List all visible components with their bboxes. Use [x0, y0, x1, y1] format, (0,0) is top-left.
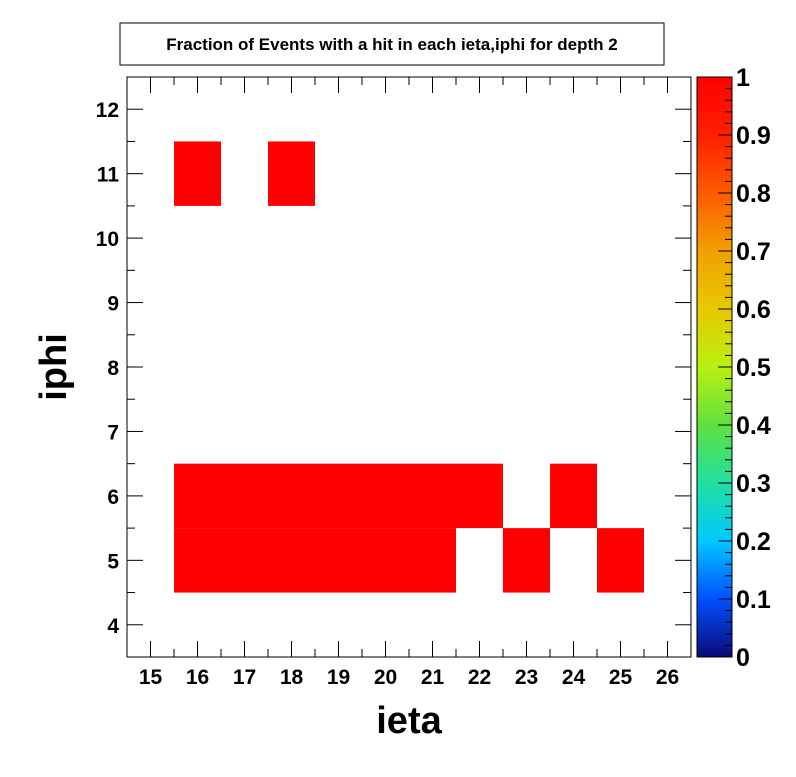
heatmap-cell: [174, 528, 221, 593]
colorbar-tick-label: 0.7: [736, 238, 771, 266]
x-tick-label: 22: [468, 666, 491, 689]
heatmap-cell: [362, 528, 409, 593]
heatmap-cell: [409, 463, 456, 529]
x-tick-label: 24: [562, 666, 586, 689]
y-tick-label: 9: [107, 293, 119, 316]
heatmap-cell: [503, 528, 550, 593]
heatmap-cell: [315, 463, 362, 529]
colorbar-tick-label: 0.6: [736, 296, 771, 324]
axis-ticks: 15 16 17 18 19 20 21 22 23 24 25 26 4 5 6 7 8 9 10 11 12: [96, 76, 692, 689]
heatmap-cell: [409, 528, 456, 593]
x-tick-label: 16: [186, 666, 209, 689]
y-tick-label: 5: [107, 550, 119, 573]
y-tick-label: 12: [96, 99, 119, 122]
colorbar-tick-label: 0.3: [736, 470, 771, 498]
x-tick-label: 20: [374, 666, 397, 689]
colorbar-tick-label: 0.5: [736, 354, 771, 382]
colorbar-tick-label: 0.2: [736, 528, 771, 556]
heatmap-cell: [268, 528, 315, 593]
heatmap-cell: [315, 528, 362, 593]
x-tick-label: 26: [656, 666, 679, 689]
heatmap-cell: [221, 463, 268, 529]
colorbar-tick-label: 0.4: [736, 412, 771, 440]
y-axis-label: iphi: [33, 333, 75, 401]
y-tick-label: 4: [107, 615, 119, 638]
x-tick-label: 17: [233, 666, 256, 689]
x-tick-label: 23: [515, 666, 538, 689]
x-tick-label: 25: [609, 666, 633, 689]
x-tick-label: 19: [327, 666, 350, 689]
heatmap-cell: [597, 528, 644, 593]
y-tick-label: 8: [107, 357, 119, 380]
heatmap-cell: [550, 463, 597, 529]
heatmap-cell: [456, 463, 503, 529]
colorbar-tick-label: 1: [736, 64, 750, 92]
colorbar-tick-label: 0.9: [736, 122, 771, 150]
chart-title: Fraction of Events with a hit in each ie…: [166, 35, 618, 54]
x-tick-label: 21: [421, 666, 445, 689]
x-axis-label: ieta: [376, 700, 442, 742]
heatmap-cell: [221, 528, 268, 593]
y-tick-label: 11: [97, 164, 120, 187]
y-tick-label: 10: [96, 228, 119, 251]
heatmap-cell: [268, 141, 315, 206]
colorbar-tick-label: 0.8: [736, 180, 771, 208]
y-tick-label: 7: [107, 421, 119, 444]
heatmap-cells: [174, 141, 644, 593]
heatmap-cell: [362, 463, 409, 529]
x-tick-label: 15: [139, 666, 163, 689]
chart-title-box: [119, 22, 665, 66]
colorbar-ticks: 0 0.1 0.2 0.3 0.4 0.5 0.6 0.7 0.8 0.9 1: [718, 64, 771, 672]
heatmap-cell: [268, 463, 315, 529]
x-tick-label: 18: [280, 666, 304, 689]
y-tick-label: 6: [107, 486, 119, 509]
heatmap-cell: [174, 141, 221, 206]
colorbar-tick-label: 0: [736, 644, 750, 672]
heatmap-cell: [174, 463, 221, 529]
colorbar-tick-label: 0.1: [736, 586, 771, 614]
